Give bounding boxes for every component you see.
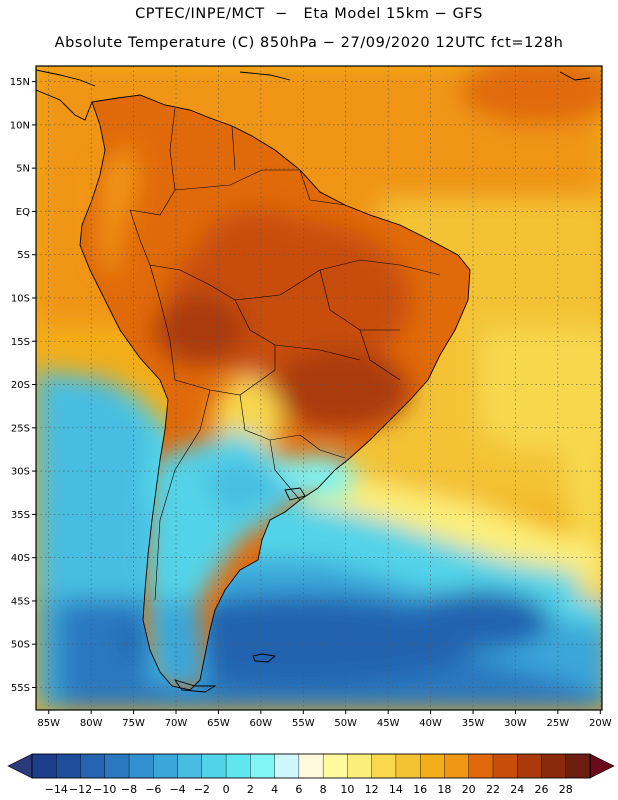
colorbar-swatch xyxy=(177,753,203,779)
colorbar-swatch xyxy=(492,753,518,779)
lon-label: 55W xyxy=(292,718,315,729)
lon-label: 85W xyxy=(37,718,60,729)
colorbar-label: 12 xyxy=(365,783,379,796)
lon-label: 80W xyxy=(80,718,103,729)
lat-label: 55S xyxy=(11,683,30,694)
lon-label: 65W xyxy=(207,718,230,729)
colorbar-label: 4 xyxy=(271,783,278,796)
colorbar-swatch xyxy=(419,753,446,779)
colorbar-swatch xyxy=(298,753,324,779)
colorbar-label: −10 xyxy=(93,783,116,796)
colorbar-over-arrow xyxy=(589,753,615,779)
colorbar-label: 10 xyxy=(340,783,354,796)
lat-label: 20S xyxy=(11,380,30,391)
colorbar-label: −14 xyxy=(45,783,68,796)
lat-label: 45S xyxy=(11,596,30,607)
colorbar-label: 24 xyxy=(510,783,524,796)
political-borders xyxy=(129,107,441,601)
colorbar-swatch xyxy=(31,753,57,779)
lon-label: 75W xyxy=(122,718,145,729)
lon-label: 40W xyxy=(419,718,442,729)
colorbar-swatch xyxy=(541,753,567,779)
colorbar-swatch xyxy=(395,753,421,779)
colorbar-label: 14 xyxy=(389,783,403,796)
lon-label: 20W xyxy=(589,718,612,729)
colorbar-label: −8 xyxy=(121,783,137,796)
lat-label: EQ xyxy=(16,207,30,218)
title-line-2: Absolute Temperature (C) 850hPa − 27/09/… xyxy=(54,35,564,51)
lon-label: 25W xyxy=(547,718,570,729)
lat-label: 10N xyxy=(10,120,30,131)
lat-label: 40S xyxy=(11,553,30,564)
lat-label: 35S xyxy=(11,510,30,521)
colorbar-swatch xyxy=(444,753,470,779)
lat-label: 15N xyxy=(10,77,30,88)
colorbar-label: 22 xyxy=(486,783,500,796)
colorbar-swatch xyxy=(274,753,300,779)
lat-label: 50S xyxy=(11,640,30,651)
title-line-1: CPTEC/INPE/MCT − Eta Model 15km − GFS xyxy=(135,6,483,22)
colorbar-swatch xyxy=(56,753,82,779)
colorbar-swatch xyxy=(80,753,106,779)
graticule xyxy=(36,66,602,710)
lon-label: 70W xyxy=(165,718,188,729)
colorbar-label: 0 xyxy=(223,783,230,796)
lon-label: 35W xyxy=(462,718,485,729)
colorbar-label: 28 xyxy=(559,783,573,796)
lat-label: 25S xyxy=(11,423,30,434)
colorbar xyxy=(7,753,615,779)
colorbar-swatch xyxy=(322,753,349,779)
colorbar-label: 2 xyxy=(247,783,254,796)
colorbar-label: 16 xyxy=(413,783,427,796)
colorbar-label: 18 xyxy=(437,783,451,796)
colorbar-swatch xyxy=(347,753,373,779)
colorbar-label: −6 xyxy=(145,783,161,796)
colorbar-label: 20 xyxy=(462,783,476,796)
colorbar-label: −4 xyxy=(169,783,185,796)
lat-label: 10S xyxy=(11,293,30,304)
colorbar-label: 8 xyxy=(320,783,327,796)
colorbar-swatch xyxy=(128,753,155,779)
colorbar-swatch xyxy=(104,753,130,779)
colorbar-swatch xyxy=(153,753,179,779)
lat-label: 5S xyxy=(17,250,30,261)
lon-label: 60W xyxy=(250,718,273,729)
temperature-field xyxy=(36,66,602,710)
colorbar-label: −2 xyxy=(194,783,210,796)
colorbar-swatch xyxy=(517,753,543,779)
colorbar-swatch xyxy=(225,753,252,779)
lon-label: 30W xyxy=(504,718,527,729)
colorbar-swatch xyxy=(201,753,227,779)
colorbar-swatch xyxy=(371,753,397,779)
map-frame xyxy=(35,65,603,711)
lon-label: 45W xyxy=(377,718,400,729)
colorbar-swatch xyxy=(565,753,591,779)
lon-label: 50W xyxy=(334,718,357,729)
colorbar-label: 6 xyxy=(295,783,302,796)
colorbar-swatch xyxy=(468,753,494,779)
colorbar-label: −12 xyxy=(69,783,92,796)
lat-label: 30S xyxy=(11,467,30,478)
lat-label: 5N xyxy=(16,164,30,175)
colorbar-label: 26 xyxy=(534,783,548,796)
lat-label: 15S xyxy=(11,337,30,348)
colorbar-swatch xyxy=(250,753,276,779)
coastlines xyxy=(36,69,591,693)
colorbar-under-arrow xyxy=(7,753,33,779)
